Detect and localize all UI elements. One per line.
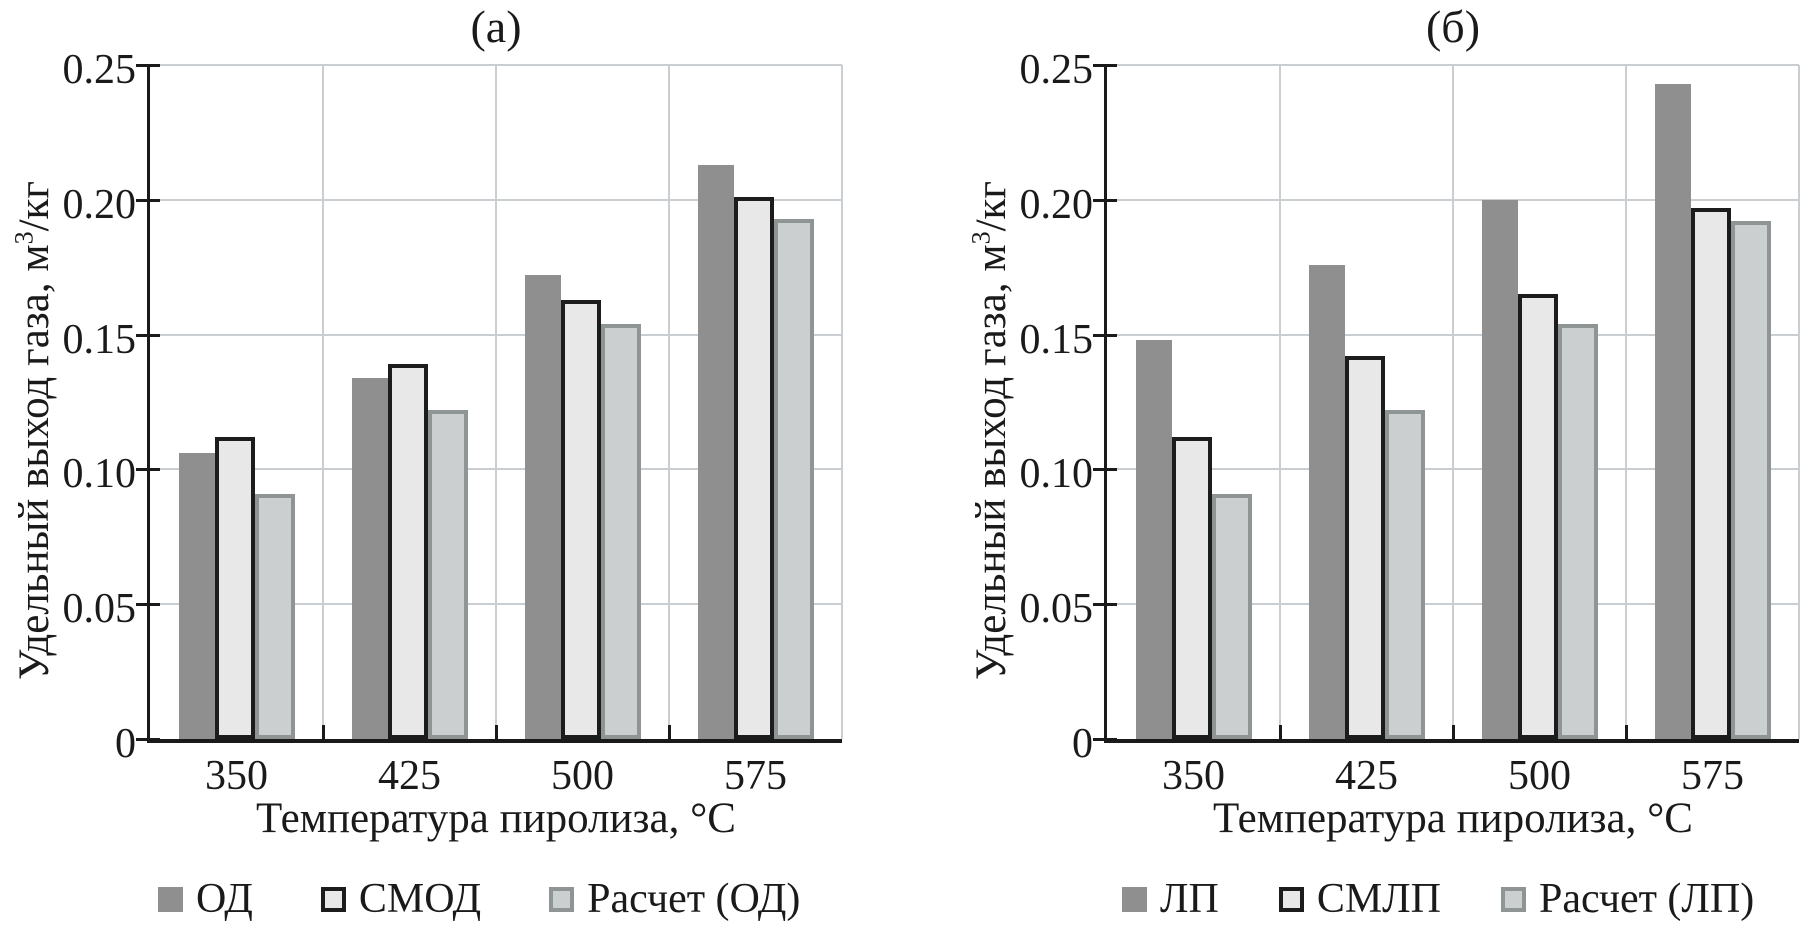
x-tick-label: 500 (1508, 753, 1571, 799)
y-tick-label: 0.10 (62, 451, 137, 498)
legend-item: Расчет (ЛП) (1501, 878, 1754, 920)
bar-ЛП-500 (1482, 200, 1518, 739)
x-axis-tick (495, 725, 498, 739)
panel-a-x-axis-label: Температура пиролиза, °С (256, 795, 736, 842)
bar-СМЛП-350 (1172, 437, 1212, 739)
x-axis-tick (322, 725, 325, 739)
gridline-vertical (841, 65, 843, 739)
bar-Расчет (ЛП)-575 (1731, 221, 1771, 739)
x-tick-label: 350 (205, 753, 268, 799)
y-tick-label: 0.15 (62, 316, 137, 363)
bar-Расчет (ОД)-350 (255, 494, 295, 739)
y-axis-line (1104, 65, 1107, 743)
y-axis-line (147, 65, 150, 743)
legend-label: ЛП (1160, 876, 1219, 922)
bar-СМЛП-425 (1345, 356, 1385, 739)
x-tick-label: 575 (724, 753, 787, 799)
gridline-vertical (495, 65, 497, 739)
x-axis-line (147, 739, 842, 743)
chart-panel-b: (б) Удельный выход газа, м3/кг 0 0.05 0.10… (903, 0, 1807, 928)
y-label-superscript: 3 (9, 231, 39, 245)
bar-СМОД-350 (215, 437, 255, 739)
legend-item: ЛП (1122, 878, 1219, 920)
bar-Расчет (ЛП)-425 (1385, 410, 1425, 739)
legend-swatch-outlined-gray (1501, 886, 1527, 912)
gridline-vertical (322, 65, 324, 739)
y-tick-label: 0 (115, 721, 136, 767)
legend-swatch-solid-gray (1122, 886, 1147, 912)
bar-ОД-425 (352, 378, 388, 739)
legend-item: СМЛП (1278, 876, 1442, 922)
legend-item: СМОД (320, 876, 482, 922)
legend-swatch-outlined-black (320, 886, 346, 912)
bar-ЛП-350 (1136, 340, 1172, 739)
gridline-vertical (668, 65, 670, 739)
gridline-vertical (1798, 65, 1800, 739)
y-label-superscript: 3 (966, 231, 996, 245)
gridline-vertical (1279, 65, 1281, 739)
bar-ОД-500 (525, 275, 561, 739)
bar-Расчет (ЛП)-500 (1558, 324, 1598, 739)
panel-b-legend: ЛП СМЛП Расчет (ЛП) (1122, 878, 1754, 920)
legend-label: СМЛП (1316, 876, 1442, 922)
legend-label: ОД (196, 876, 253, 922)
y-tick-label: 0.25 (1019, 47, 1094, 93)
x-tick-label: 425 (1335, 753, 1398, 799)
x-axis-line (1104, 739, 1799, 743)
bar-СМЛП-500 (1518, 294, 1558, 739)
panel-a-legend: ОД СМОД Расчет (ОД) (158, 878, 800, 920)
legend-label: Расчет (ЛП) (1539, 876, 1755, 922)
bar-ЛП-425 (1309, 265, 1345, 739)
bar-Расчет (ОД)-425 (428, 410, 468, 739)
x-axis-tick (1279, 725, 1282, 739)
y-tick-label: 0.25 (62, 47, 137, 93)
y-tick-label: 0 (1072, 721, 1093, 767)
legend-swatch-outlined-gray (549, 886, 575, 912)
bar-СМОД-425 (388, 364, 428, 739)
bar-Расчет (ОД)-500 (601, 324, 641, 739)
panel-a-plot-area: 0 0.05 0.10 0.15 0.20 0.25 350 425 500 575 (63, 49, 843, 797)
x-tick-label: 350 (1162, 753, 1225, 799)
legend-swatch-solid-gray (158, 886, 183, 912)
legend-label: Расчет (ОД) (587, 876, 801, 922)
y-tick-label: 0.05 (1019, 586, 1094, 633)
legend-item: ОД (158, 878, 253, 920)
bar-СМЛП-575 (1691, 208, 1731, 739)
y-tick-label: 0.05 (62, 586, 137, 633)
gridline-vertical (1452, 65, 1454, 739)
legend-swatch-outlined-black (1278, 886, 1304, 912)
y-tick-label: 0.20 (62, 181, 137, 228)
bar-ОД-575 (698, 165, 734, 739)
panel-b-title: (б) (1425, 1, 1481, 52)
y-tick-label: 0.15 (1019, 316, 1094, 363)
x-tick-label: 500 (551, 753, 614, 799)
gridline-vertical (1625, 65, 1627, 739)
x-axis-tick (1452, 725, 1455, 739)
panel-b-plot-area: 0 0.05 0.10 0.15 0.20 0.25 350 425 500 575 (1020, 49, 1800, 797)
bar-СМОД-500 (561, 300, 601, 739)
x-axis-tick (1625, 725, 1628, 739)
x-tick-label: 425 (378, 753, 441, 799)
legend-label: СМОД (358, 876, 482, 922)
panel-b-x-axis-label: Температура пиролиза, °С (1213, 795, 1693, 842)
x-tick-label: 575 (1681, 753, 1744, 799)
bar-ОД-350 (179, 453, 215, 739)
bar-ЛП-575 (1655, 84, 1691, 739)
y-tick-label: 0.20 (1019, 181, 1094, 228)
chart-panel-a: (а) Удельный выход газа, м3/кг 0 0.05 0.10… (0, 0, 903, 928)
bar-Расчет (ОД)-575 (774, 219, 814, 739)
bar-Расчет (ЛП)-350 (1212, 494, 1252, 739)
x-axis-tick (668, 725, 671, 739)
y-tick-label: 0.10 (1019, 451, 1094, 498)
panel-a-title: (а) (470, 1, 522, 52)
legend-item: Расчет (ОД) (549, 878, 800, 920)
bar-СМОД-575 (734, 197, 774, 739)
